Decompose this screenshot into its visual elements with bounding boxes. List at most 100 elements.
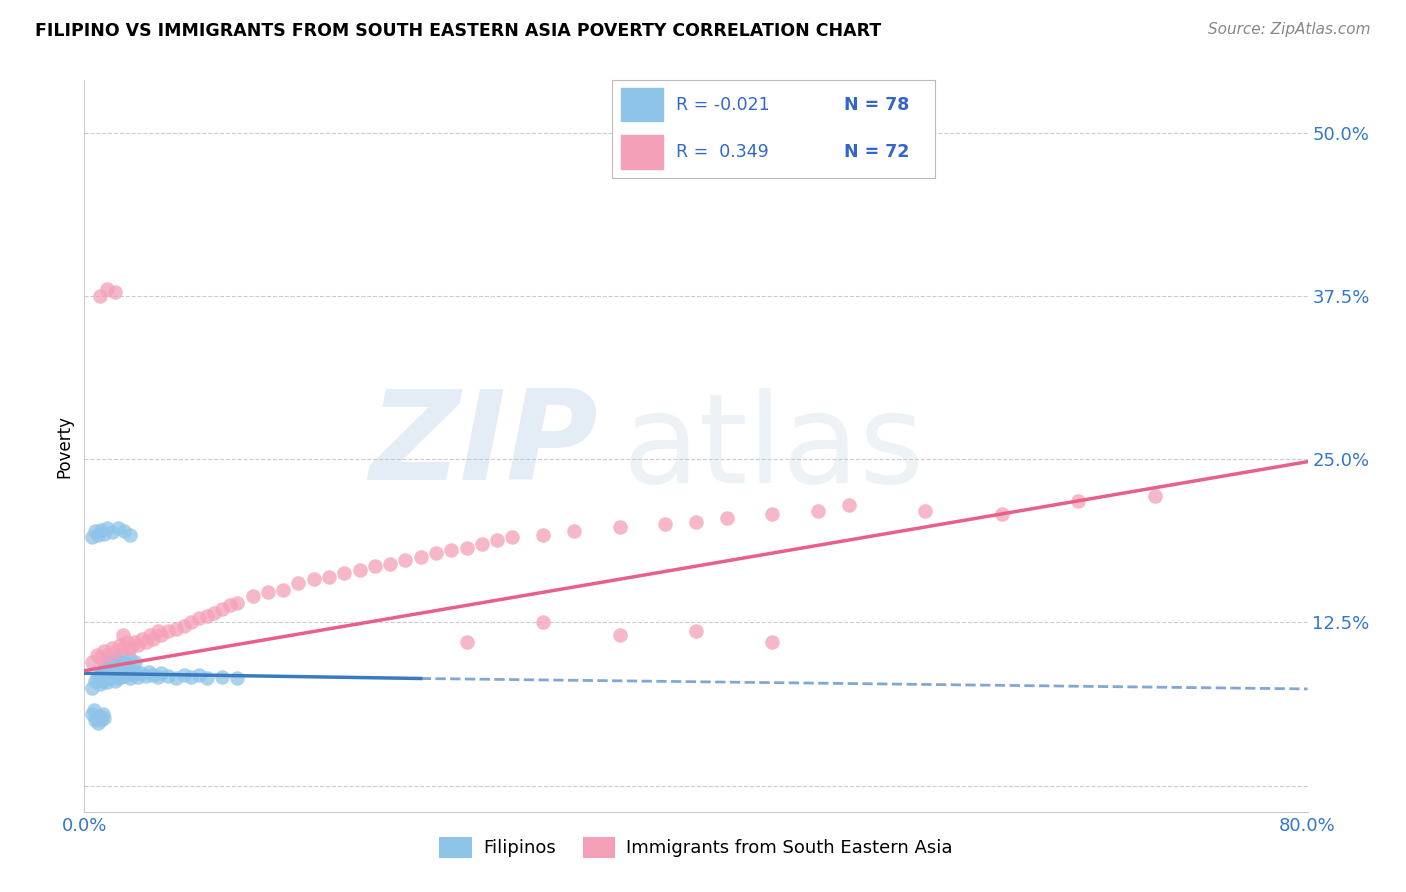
Point (124, 664, 146, 678)
Point (111, 628, 134, 642)
Point (111, 667, 134, 681)
Point (1067, 494, 1090, 508)
Point (86, 648, 108, 662)
Point (101, 670, 124, 684)
Point (84, 714, 107, 728)
Point (165, 672, 187, 686)
Point (93, 670, 115, 684)
Point (226, 596, 249, 610)
Point (111, 659, 134, 673)
Point (242, 589, 264, 603)
Point (89, 289, 111, 303)
Point (120, 672, 142, 686)
Point (131, 632, 153, 647)
Point (562, 524, 585, 538)
Point (456, 541, 478, 555)
Point (195, 672, 218, 686)
Point (105, 652, 128, 666)
Point (91, 664, 114, 678)
Point (86, 711, 108, 725)
Point (80, 681, 103, 695)
Point (271, 582, 294, 597)
Point (104, 645, 127, 659)
Point (96, 282, 118, 296)
Point (97, 659, 120, 673)
Point (129, 666, 152, 681)
Point (108, 655, 131, 669)
Point (84, 524, 107, 538)
Y-axis label: Poverty: Poverty (55, 415, 73, 477)
Point (486, 533, 509, 547)
Point (218, 599, 240, 613)
Legend: Filipinos, Immigrants from South Eastern Asia: Filipinos, Immigrants from South Eastern… (432, 830, 960, 865)
Point (502, 530, 524, 544)
Point (302, 572, 325, 586)
Point (188, 611, 211, 625)
Point (96, 655, 118, 669)
Bar (621, 88, 664, 121)
Point (115, 635, 138, 649)
Point (114, 657, 136, 672)
Point (120, 652, 142, 666)
Point (127, 638, 149, 652)
Point (838, 126, 860, 140)
Point (364, 559, 387, 574)
Point (120, 641, 142, 656)
Point (609, 628, 631, 642)
Point (440, 543, 463, 558)
Point (188, 667, 211, 681)
Point (114, 666, 136, 681)
Point (93, 644, 115, 658)
Point (146, 624, 169, 639)
Point (94, 666, 117, 681)
Point (80, 530, 103, 544)
Point (409, 549, 432, 564)
Point (142, 667, 165, 681)
Text: atlas: atlas (623, 388, 925, 508)
Point (111, 641, 134, 656)
Point (107, 661, 129, 675)
Point (115, 664, 138, 678)
Point (349, 563, 371, 577)
Point (149, 666, 172, 681)
Text: N = 78: N = 78 (845, 95, 910, 114)
Point (716, 511, 738, 525)
Point (531, 615, 554, 630)
Point (157, 624, 180, 639)
Point (96, 665, 118, 679)
Point (103, 666, 125, 681)
Point (91, 674, 114, 689)
Point (120, 641, 142, 656)
Point (471, 537, 494, 551)
Point (120, 662, 142, 676)
Point (112, 669, 135, 683)
Point (211, 602, 233, 616)
Point (98, 667, 121, 681)
Point (333, 566, 356, 580)
Point (127, 670, 149, 684)
Point (456, 635, 478, 649)
Text: N = 72: N = 72 (845, 143, 910, 161)
Point (685, 624, 707, 639)
Point (93, 661, 115, 675)
Point (104, 285, 127, 299)
Point (761, 635, 783, 649)
Point (124, 655, 146, 669)
Point (87, 715, 110, 730)
Point (807, 504, 830, 518)
Point (105, 669, 128, 683)
Point (685, 515, 707, 529)
Point (98, 650, 121, 665)
Point (104, 664, 127, 678)
Point (139, 628, 162, 642)
Point (111, 650, 134, 665)
Point (104, 674, 127, 689)
Point (173, 619, 195, 633)
Point (761, 507, 783, 521)
Point (122, 667, 145, 681)
Point (103, 657, 125, 672)
Point (93, 711, 115, 725)
Point (991, 507, 1014, 521)
Point (257, 585, 280, 599)
Point (138, 665, 160, 679)
